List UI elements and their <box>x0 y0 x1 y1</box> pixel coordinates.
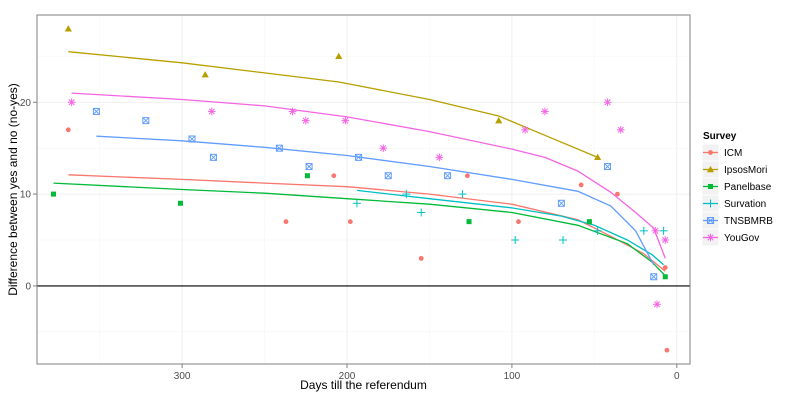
data-point-yougov <box>653 300 661 309</box>
data-point-icm <box>516 219 521 225</box>
data-point-yougov <box>435 153 444 162</box>
data-point-panelbase <box>50 191 56 197</box>
y-axis-ticks: 0 10 20 <box>20 98 37 292</box>
data-point-yougov <box>379 144 388 152</box>
data-point-icm <box>662 265 668 270</box>
data-point-tnsbmrb <box>305 163 313 171</box>
x-tick-label: 300 <box>174 371 191 382</box>
data-point-yougov <box>651 227 660 235</box>
x-tick-label: 0 <box>674 371 680 382</box>
trend-line-ipsosmori <box>68 51 598 158</box>
data-point-tnsbmrb <box>355 153 363 161</box>
data-point-icm <box>464 173 470 179</box>
legend-key-marker <box>706 199 715 208</box>
x-tick-label: 200 <box>339 371 356 382</box>
data-point-survation <box>659 226 668 235</box>
trend-line-tnsbmrb <box>96 135 655 266</box>
y-tick-label: 20 <box>20 98 32 109</box>
data-point-tnsbmrb <box>275 144 283 152</box>
data-point-panelbase <box>662 274 668 280</box>
legend-label: IpsosMori <box>724 165 767 176</box>
trend-line-icm <box>68 174 666 272</box>
data-point-survation <box>352 199 361 208</box>
data-point-survation <box>417 208 426 217</box>
data-point-ipsosmori <box>594 153 602 161</box>
data-point-tnsbmrb <box>209 153 217 161</box>
data-points <box>50 25 670 353</box>
data-point-yougov <box>207 107 216 116</box>
legend-key-marker <box>706 165 715 173</box>
data-point-ipsosmori <box>201 71 209 78</box>
legend-item-yougov: YouGov <box>701 228 759 247</box>
x-axis-ticks: 300 200 100 0 <box>174 364 680 382</box>
data-point-icm <box>65 127 71 133</box>
data-point-yougov <box>541 107 549 116</box>
data-point-survation <box>593 226 602 235</box>
y-axis-title: Difference between yes and no (no-yes) <box>6 83 20 296</box>
legend-title: Survey <box>703 131 737 142</box>
trend-line-survation <box>356 189 665 266</box>
x-axis-title: Days till the referendum <box>300 378 427 392</box>
data-point-tnsbmrb <box>444 172 452 180</box>
legend-item-ipsosmori: IpsosMori <box>701 160 767 179</box>
data-point-survation <box>559 236 568 245</box>
data-point-panelbase <box>586 219 592 225</box>
legend-key-marker <box>706 233 715 242</box>
legend: Survey ICM IpsosMori Panelbase Survation TNS… <box>701 131 773 247</box>
data-point-icm <box>283 219 289 225</box>
data-point-panelbase <box>466 219 472 225</box>
data-point-tnsbmrb <box>92 107 100 115</box>
data-point-icm <box>418 255 424 261</box>
data-point-yougov <box>521 126 529 134</box>
data-point-tnsbmrb <box>650 273 658 281</box>
data-point-yougov <box>603 98 612 107</box>
data-point-icm <box>578 182 584 188</box>
data-point-panelbase <box>304 173 310 179</box>
data-point-tnsbmrb <box>604 163 612 171</box>
legend-label: Panelbase <box>724 182 772 193</box>
legend-item-icm: ICM <box>701 143 742 162</box>
data-point-icm <box>615 191 620 197</box>
legend-label: TNSBMRB <box>724 216 773 227</box>
data-point-survation <box>458 190 467 199</box>
data-point-yougov <box>301 116 310 125</box>
data-point-icm <box>331 173 337 179</box>
y-tick-label: 0 <box>25 281 31 292</box>
legend-item-survation: Survation <box>701 194 766 213</box>
panel-border <box>36 14 691 365</box>
legend-label: YouGov <box>724 233 759 244</box>
trend-line-yougov <box>71 92 666 259</box>
data-point-survation <box>402 190 411 199</box>
data-point-survation <box>511 236 520 245</box>
legend-key-marker <box>707 217 714 224</box>
data-point-ipsosmori <box>495 117 503 124</box>
legend-label: ICM <box>724 148 742 159</box>
legend-key-marker <box>708 184 713 189</box>
data-point-panelbase <box>177 200 183 206</box>
data-point-ipsosmori <box>64 25 72 32</box>
data-point-yougov <box>67 98 76 107</box>
legend-key-marker <box>708 150 713 155</box>
trend-line-panelbase <box>53 182 666 277</box>
data-point-ipsosmori <box>335 52 343 60</box>
data-point-yougov <box>661 236 670 244</box>
data-point-tnsbmrb <box>188 135 196 143</box>
data-point-icm <box>347 219 353 225</box>
data-point-yougov <box>288 107 297 116</box>
data-point-yougov <box>616 126 625 134</box>
data-point-survation <box>639 226 648 235</box>
data-point-icm <box>664 347 670 353</box>
x-tick-label: 100 <box>504 371 521 382</box>
trend-lines <box>53 51 666 277</box>
legend-label: Survation <box>724 199 766 210</box>
data-point-tnsbmrb <box>557 199 565 207</box>
data-point-tnsbmrb <box>384 172 392 180</box>
y-tick-label: 10 <box>20 190 32 201</box>
data-point-tnsbmrb <box>142 117 150 125</box>
data-point-yougov <box>341 116 350 125</box>
